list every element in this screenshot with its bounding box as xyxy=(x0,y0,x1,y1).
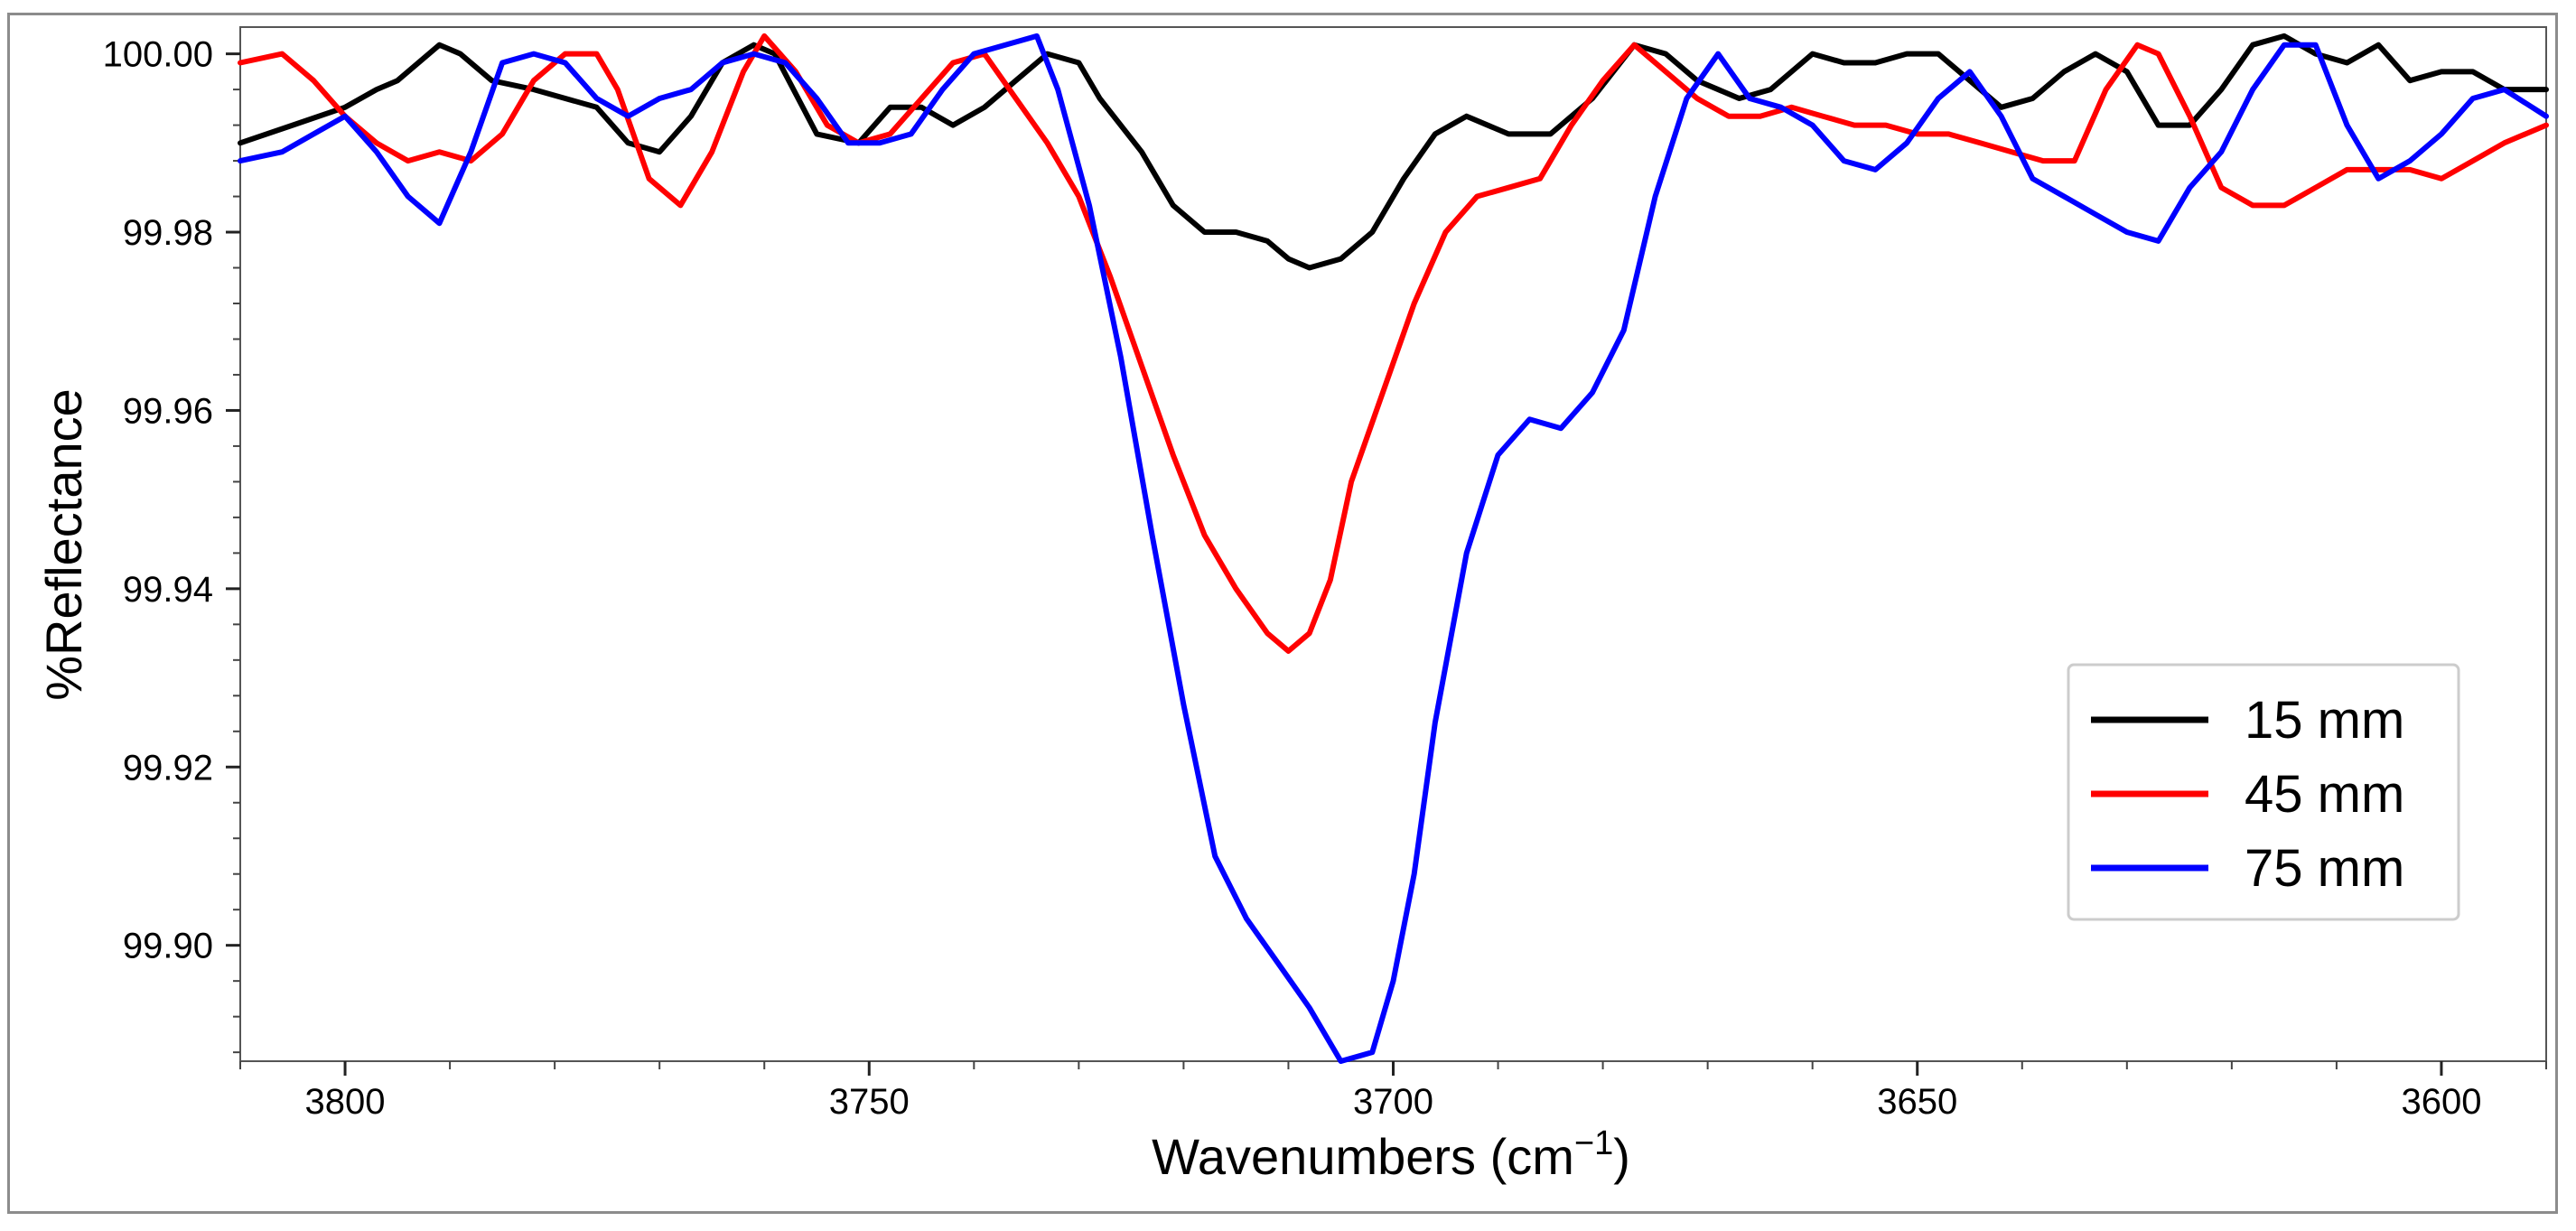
y-axis-ticks: 99.90 99.92 99.94 99.96 99.98 100.00 xyxy=(103,35,240,1054)
legend-label: 45 mm xyxy=(2245,765,2404,824)
y-tick-label: 100.00 xyxy=(103,35,213,75)
y-axis-title: %Reflectance xyxy=(35,388,92,701)
x-axis-title-superscript: −1 xyxy=(1574,1124,1613,1162)
x-tick-label: 3650 xyxy=(1877,1082,1957,1122)
x-tick-label: 3800 xyxy=(305,1082,386,1122)
series-lines xyxy=(238,33,2549,1064)
x-tick-label: 3750 xyxy=(829,1082,910,1122)
figure-frame xyxy=(7,13,2558,1214)
legend: 15 mm 45 mm 75 mm xyxy=(2067,663,2460,921)
legend-box xyxy=(2067,663,2460,921)
legend-label: 75 mm xyxy=(2245,839,2404,898)
legend-label: 15 mm xyxy=(2245,691,2404,750)
x-tick-label: 3600 xyxy=(2401,1082,2481,1122)
x-axis-title: Wavenumbers (cm−1) xyxy=(1152,1124,1630,1185)
y-tick-label: 99.92 xyxy=(123,748,213,788)
series-line-75-mm xyxy=(238,33,2549,1064)
y-tick-label: 99.98 xyxy=(123,213,213,253)
series-line-15-mm xyxy=(238,33,2549,271)
x-tick-label: 3700 xyxy=(1353,1082,1433,1122)
y-tick-label: 99.96 xyxy=(123,391,213,431)
series-line-45-mm xyxy=(238,33,2549,654)
y-tick-label: 99.90 xyxy=(123,927,213,966)
x-axis-title-close: ) xyxy=(1613,1128,1630,1185)
x-axis-ticks: 3800 3750 3700 3650 3600 xyxy=(239,1061,2547,1122)
y-tick-label: 99.94 xyxy=(123,570,213,610)
